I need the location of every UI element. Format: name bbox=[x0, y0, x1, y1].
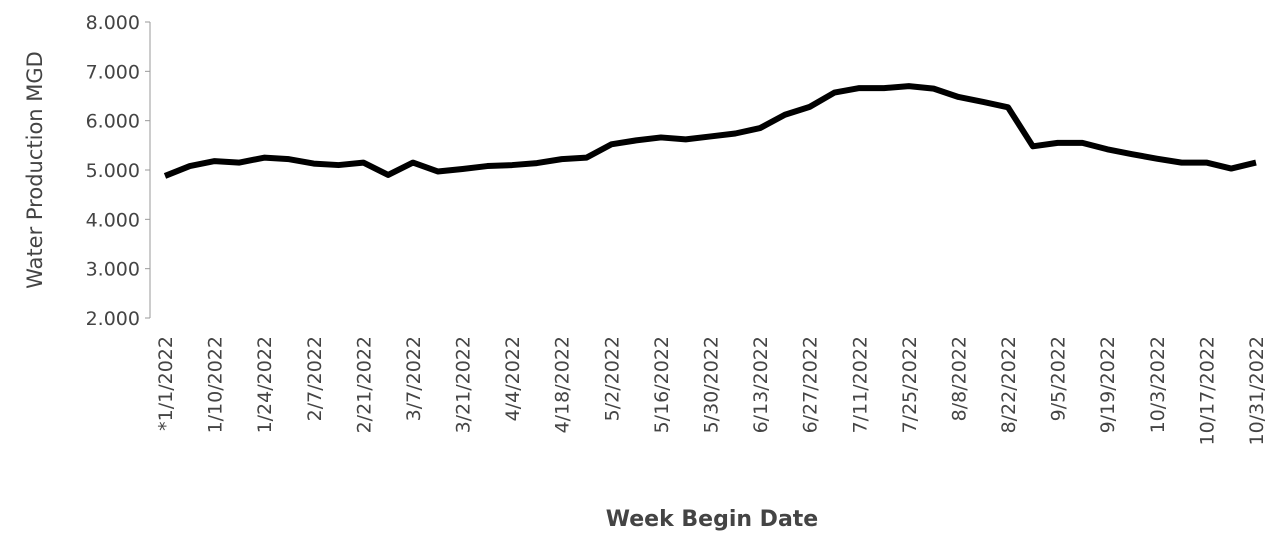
x-tick-label: 3/21/2022 bbox=[453, 336, 475, 433]
x-tick-label: 7/25/2022 bbox=[899, 336, 921, 433]
x-tick-label: 8/22/2022 bbox=[998, 336, 1020, 433]
y-tick-label: 7.000 bbox=[86, 61, 140, 83]
x-tick-label: 5/16/2022 bbox=[651, 336, 673, 433]
x-tick-label: 5/2/2022 bbox=[601, 336, 623, 421]
x-tick-label: 8/8/2022 bbox=[948, 336, 970, 421]
y-tick-label: 3.000 bbox=[86, 259, 140, 281]
y-tick-label: 8.000 bbox=[86, 12, 140, 34]
x-tick-label: 1/10/2022 bbox=[205, 336, 227, 433]
x-tick-label: *1/1/2022 bbox=[155, 336, 177, 431]
x-tick-label: 10/17/2022 bbox=[1196, 336, 1218, 446]
x-tick-label: 5/30/2022 bbox=[701, 336, 723, 433]
x-tick-label: 3/7/2022 bbox=[403, 336, 425, 421]
x-tick-label: 2/21/2022 bbox=[353, 336, 375, 433]
x-tick-label: 10/31/2022 bbox=[1246, 336, 1268, 446]
x-tick-label: 4/18/2022 bbox=[552, 336, 574, 433]
x-tick-label: 6/13/2022 bbox=[750, 336, 772, 433]
x-tick-label: 9/5/2022 bbox=[1048, 336, 1070, 421]
y-tick-label: 4.000 bbox=[86, 209, 140, 231]
y-axis-label: Water Production MGD bbox=[23, 51, 47, 289]
line bbox=[163, 83, 1257, 179]
y-tick-label: 2.000 bbox=[86, 308, 140, 330]
x-tick-label: 4/4/2022 bbox=[502, 336, 524, 421]
x-tick-label: 7/11/2022 bbox=[849, 336, 871, 433]
x-tick-label: 9/19/2022 bbox=[1097, 336, 1119, 433]
x-tick-label: 6/27/2022 bbox=[800, 336, 822, 433]
x-tick-label: 1/24/2022 bbox=[254, 336, 276, 433]
x-tick-label: 10/3/2022 bbox=[1147, 336, 1169, 433]
y-tick-label: 6.000 bbox=[86, 111, 140, 133]
x-tick-label: 2/7/2022 bbox=[304, 336, 326, 421]
x-axis-label: Week Begin Date bbox=[606, 507, 818, 532]
y-tick-label: 5.000 bbox=[86, 160, 140, 182]
